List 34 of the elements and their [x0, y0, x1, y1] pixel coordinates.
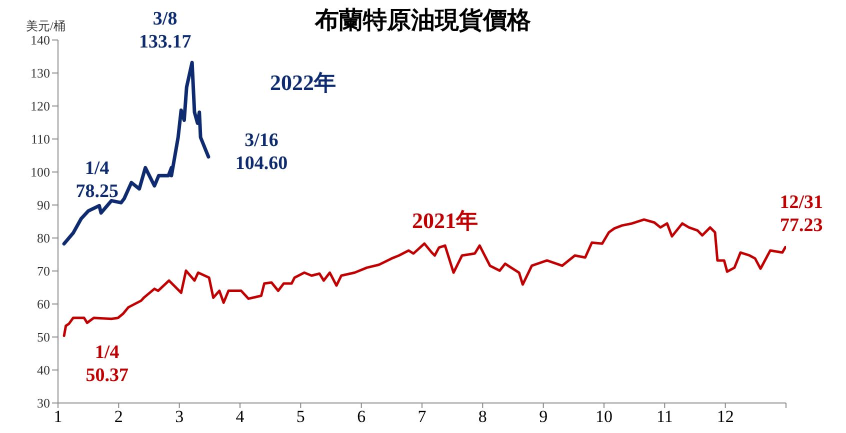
- y-tick-label: 110: [30, 132, 50, 147]
- x-tick-label: 8: [478, 407, 487, 426]
- annotation: 3/8 133.17: [138, 8, 192, 53]
- x-tick-label: 9: [539, 407, 548, 426]
- x-tick-label: 2: [114, 407, 123, 426]
- line-series: [62, 60, 210, 246]
- text: 2022年: [270, 69, 336, 97]
- x-tick-label: 10: [596, 407, 612, 426]
- y-axis-title: 美元/桶: [26, 18, 66, 35]
- x-tick-label: 11: [656, 407, 673, 426]
- y-tick-label: 80: [37, 230, 50, 246]
- y-tick-label: 130: [30, 66, 50, 81]
- y-tick-label: 70: [37, 264, 50, 279]
- x-tick-label: 5: [296, 407, 305, 426]
- y-tick-label: 140: [30, 32, 50, 48]
- y-tick-label: 120: [30, 98, 50, 114]
- series-label: 2021年: [412, 207, 478, 235]
- chart-title: 布蘭特原油現貨價格: [315, 8, 531, 34]
- x-tick-label: 4: [236, 407, 245, 426]
- y-tick-label: 90: [37, 198, 50, 213]
- x-tick-label: 1: [54, 407, 62, 426]
- y-tick-label: 60: [37, 296, 50, 312]
- y-tick-label: 100: [30, 164, 50, 180]
- y-tick-label: 40: [37, 362, 50, 378]
- y-tick-label: 30: [37, 396, 50, 411]
- annotation: 1/4 78.25: [76, 158, 118, 202]
- x-tick-label: 3: [175, 407, 184, 426]
- x-tick-label: 12: [716, 407, 734, 426]
- x-tick-label: 7: [418, 407, 427, 426]
- y-tick-label: 50: [37, 330, 50, 345]
- annotation: 3/16 104.60: [235, 130, 288, 174]
- annotation: 12/31 77.23: [780, 192, 824, 236]
- x-tick-label: 6: [357, 407, 366, 426]
- annotation: 1/4 50.37: [86, 342, 129, 386]
